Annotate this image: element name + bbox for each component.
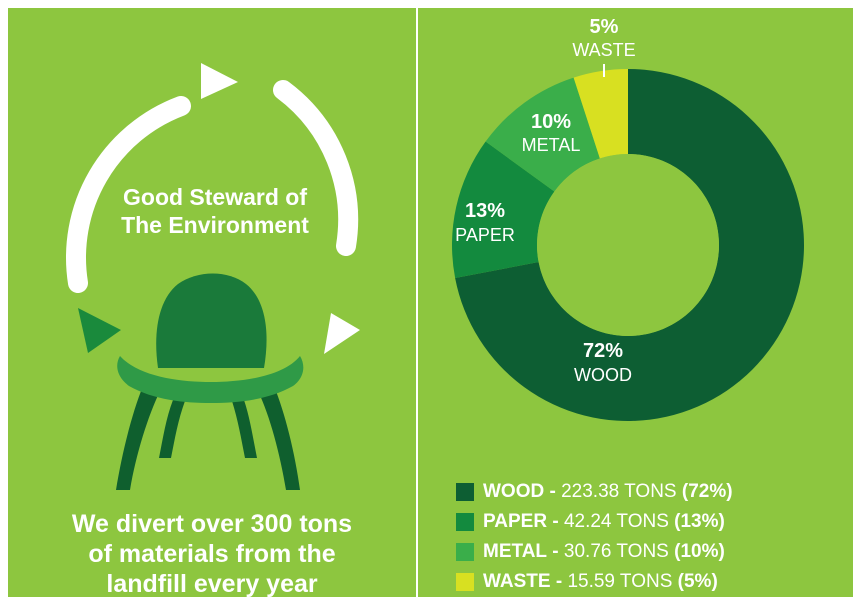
legend-pct: (72%) xyxy=(681,481,733,502)
legend-amount: 30.76 TONS xyxy=(563,541,675,562)
recycle-arc-left xyxy=(66,96,191,293)
legend-pct: (13%) xyxy=(674,511,725,532)
data-label-name: WASTE xyxy=(572,40,635,60)
legend-item: WASTE - 15.59 TONS (5%) xyxy=(456,567,733,597)
data-label-name: PAPER xyxy=(455,225,515,245)
headline-line: The Environment xyxy=(121,212,309,238)
legend-separator: - xyxy=(544,481,562,502)
legend-pct: (5%) xyxy=(677,571,718,592)
donut-slice-waste xyxy=(573,69,628,159)
legend-item: WOOD - 223.38 TONS (72%) xyxy=(456,477,733,507)
legend-name: WOOD xyxy=(483,481,545,502)
tagline-line: of materials from the xyxy=(88,540,336,568)
data-label-pct: 5% xyxy=(590,16,619,38)
data-label-pct: 13% xyxy=(465,200,505,222)
arrowhead-right-icon xyxy=(324,313,360,354)
legend-separator: - xyxy=(547,541,564,562)
data-label-pct: 10% xyxy=(531,111,571,133)
left-illustration xyxy=(66,63,360,490)
legend-item: METAL - 30.76 TONS (10%) xyxy=(456,537,733,567)
panel-divider xyxy=(416,8,418,597)
legend-swatch-paper xyxy=(456,513,474,531)
tagline-line: landfill every year xyxy=(106,570,318,598)
tagline-line: We divert over 300 tons xyxy=(71,510,353,538)
donut-hole xyxy=(537,154,719,336)
data-label-name: WOOD xyxy=(574,365,632,385)
headline-line: Good Steward of xyxy=(123,184,307,210)
arrowhead-top-icon xyxy=(201,63,238,99)
chart-legend: WOOD - 223.38 TONS (72%) PAPER - 42.24 T… xyxy=(456,477,733,597)
data-label-name: METAL xyxy=(522,135,581,155)
donut-slices xyxy=(452,69,804,422)
recycle-arc-right xyxy=(273,80,359,256)
chair-icon xyxy=(116,273,304,490)
tagline: We divert over 300 tons of materials fro… xyxy=(8,509,416,599)
legend-name: WASTE xyxy=(483,571,551,592)
legend-amount: 223.38 TONS xyxy=(561,481,682,502)
legend-amount: 15.59 TONS xyxy=(567,571,678,592)
legend-swatch-metal xyxy=(456,543,474,561)
recycle-arrows-icon xyxy=(66,80,359,293)
donut-slice-wood xyxy=(455,69,804,422)
headline: Good Steward of The Environment xyxy=(50,183,380,239)
legend-swatch-waste xyxy=(456,573,474,591)
legend-separator: - xyxy=(547,511,564,532)
arrowhead-left-icon xyxy=(78,308,121,353)
donut-chart: 72% WOOD 13% PAPER 10% METAL 5% WASTE xyxy=(452,16,804,422)
legend-item: PAPER - 42.24 TONS (13%) xyxy=(456,507,733,537)
legend-name: PAPER xyxy=(483,511,548,532)
donut-slice-metal xyxy=(485,77,600,192)
data-label-pct: 72% xyxy=(583,340,623,362)
donut-slice-paper xyxy=(452,141,555,278)
legend-separator: - xyxy=(550,571,568,592)
legend-name: METAL xyxy=(483,541,548,562)
legend-pct: (10%) xyxy=(674,541,725,562)
legend-swatch-wood xyxy=(456,483,474,501)
legend-amount: 42.24 TONS xyxy=(563,511,675,532)
